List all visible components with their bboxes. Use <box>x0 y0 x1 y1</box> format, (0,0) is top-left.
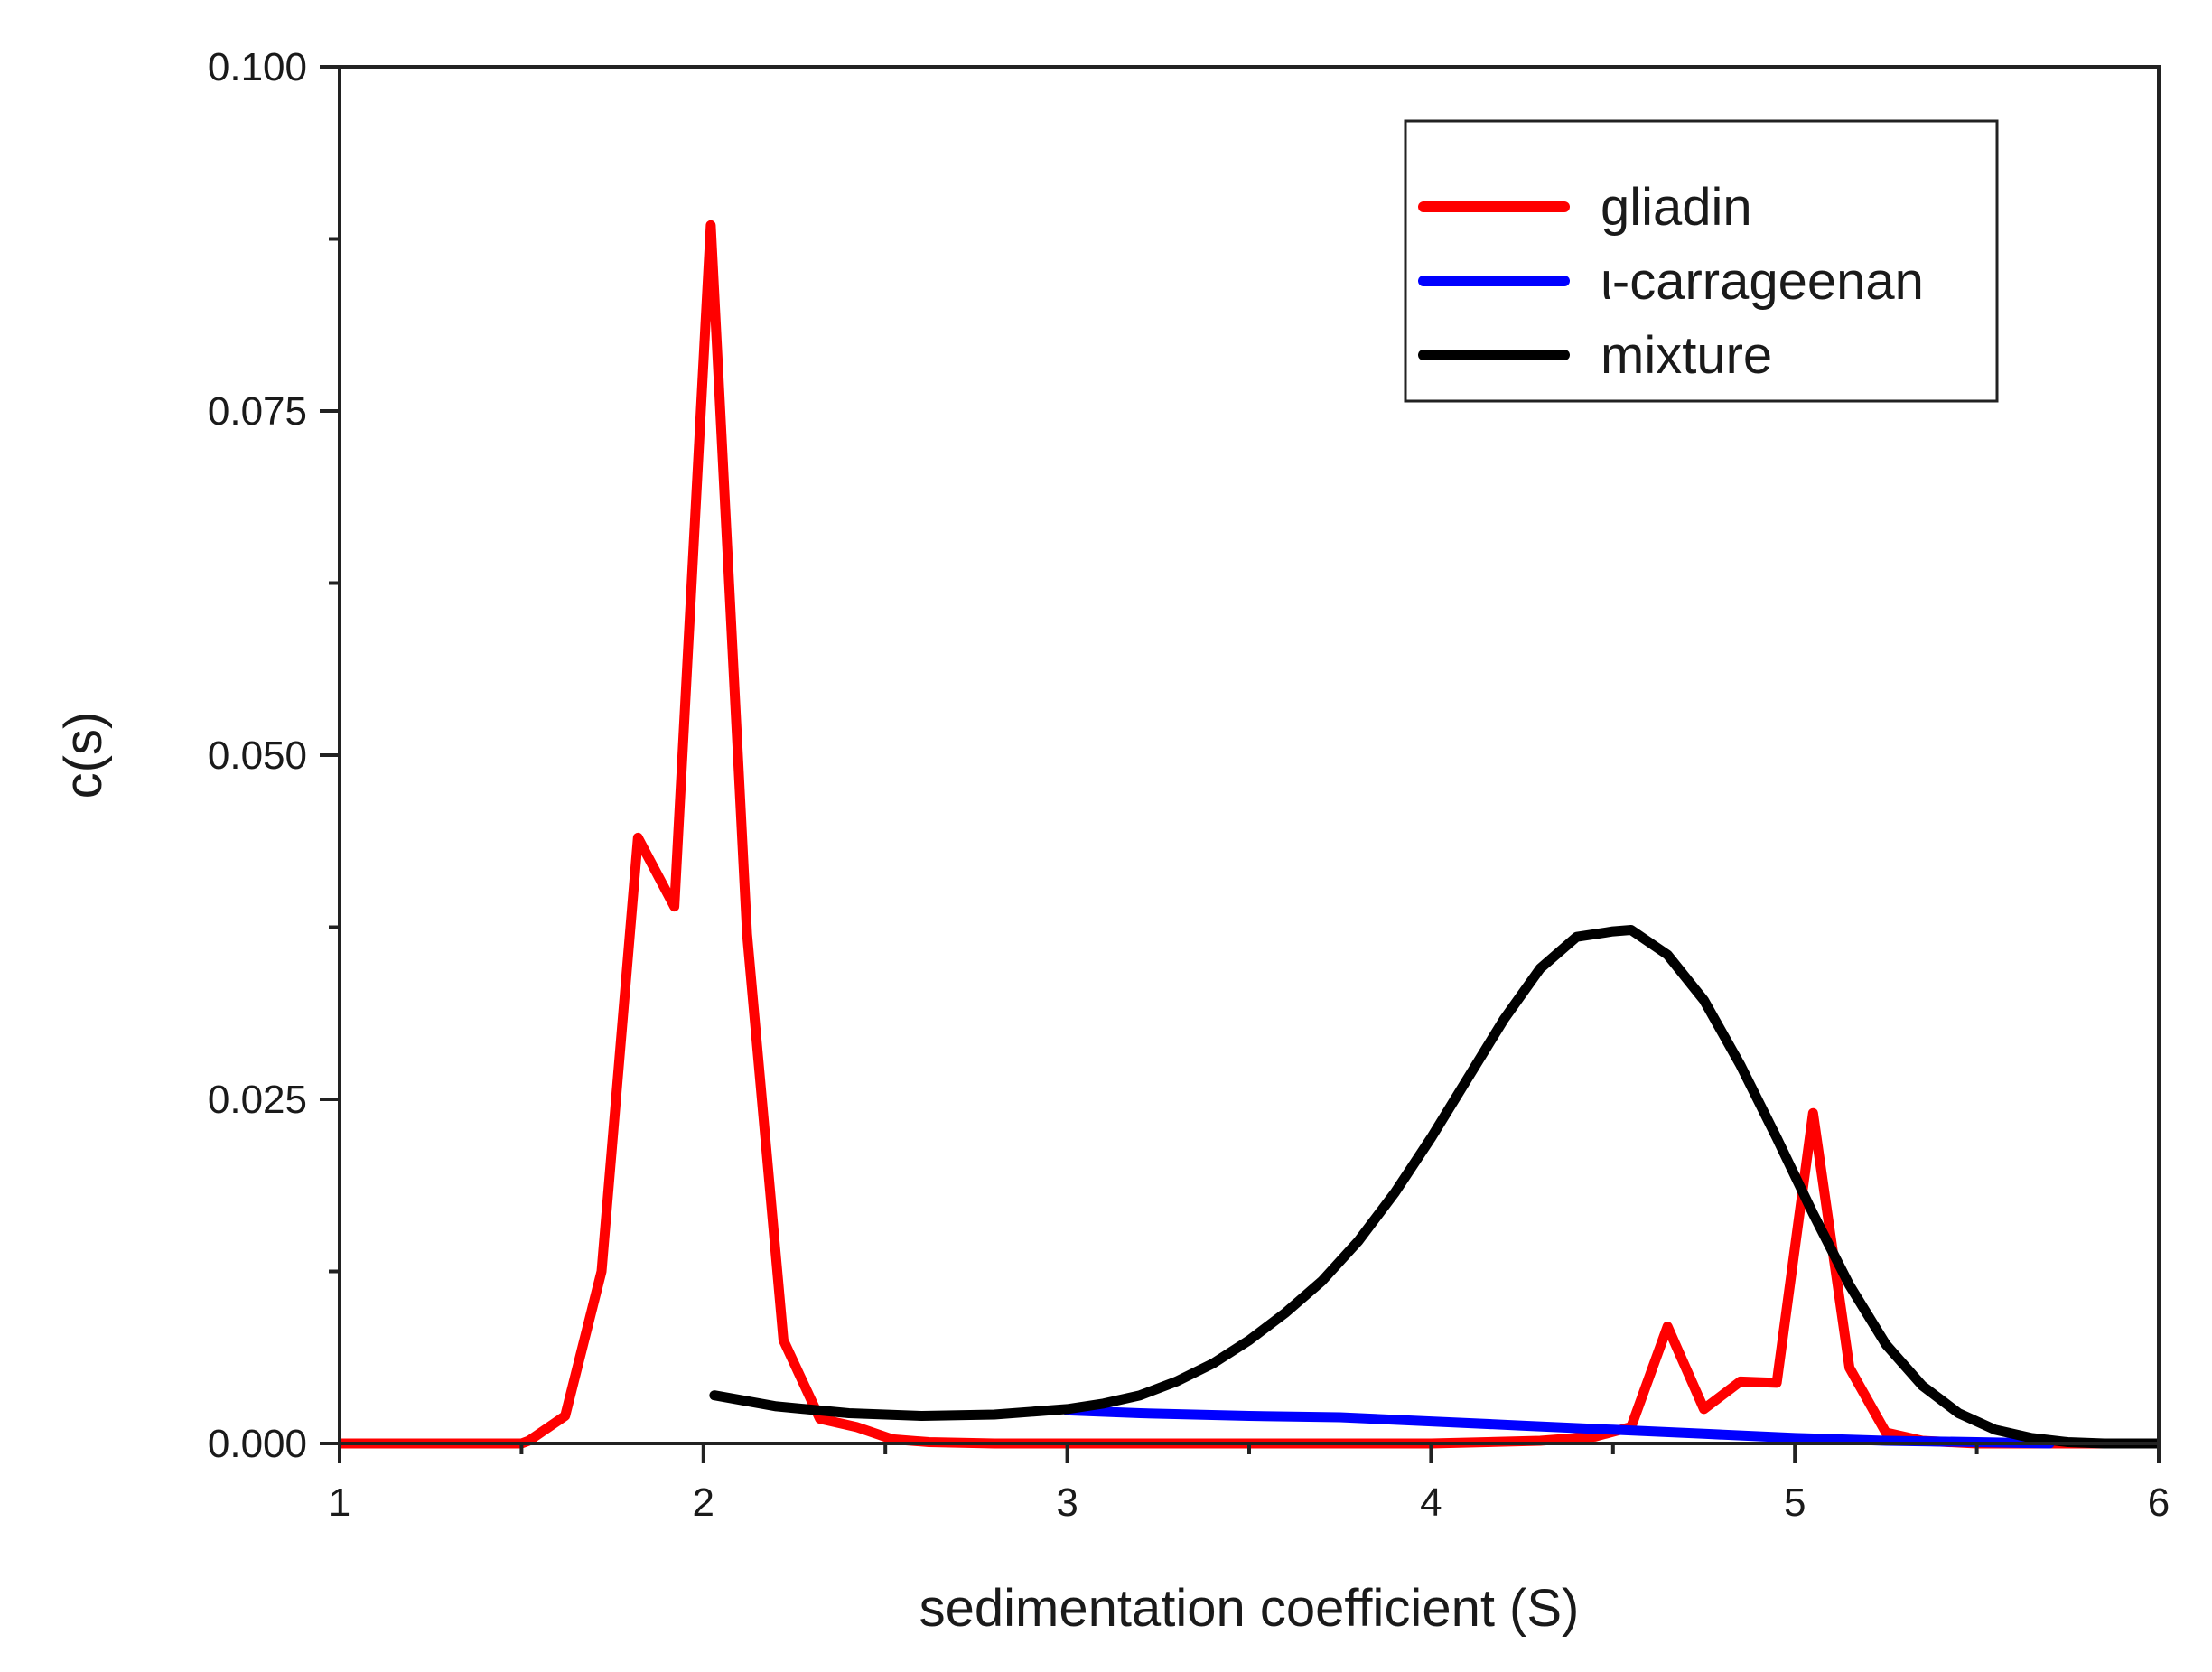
axes: 1 2 3 4 5 6 0.000 0.025 0.050 0.075 0.100 <box>208 45 2170 1525</box>
y-tick-label: 0.000 <box>208 1422 307 1466</box>
x-axis-title: sedimentation coefficient (S) <box>919 1579 1580 1638</box>
x-tick-label: 6 <box>2148 1481 2170 1525</box>
legend-label-gliadin: gliadin <box>1601 178 1752 237</box>
series-line-mixture <box>709 925 2159 1449</box>
x-tick-label: 2 <box>693 1481 714 1525</box>
y-tick-label: 0.050 <box>208 733 307 778</box>
y-tick-label: 0.025 <box>208 1078 307 1122</box>
legend: gliadin ι-carrageenan mixture <box>1404 119 1999 403</box>
x-tick-label: 3 <box>1056 1481 1078 1525</box>
plot-area <box>340 220 2159 1449</box>
y-tick-label: 0.100 <box>208 45 307 89</box>
x-tick-label: 5 <box>1784 1481 1806 1525</box>
x-tick-label: 1 <box>329 1481 350 1525</box>
series-line-carrageenan <box>1062 1405 2055 1449</box>
y-axis-title: c(s) <box>54 712 113 799</box>
x-tick-label: 4 <box>1420 1481 1442 1525</box>
series-line-gliadin <box>340 220 2159 1449</box>
y-tick-label: 0.075 <box>208 389 307 434</box>
legend-label-carrageenan: ι-carrageenan <box>1601 252 1924 311</box>
legend-label-mixture: mixture <box>1601 326 1772 385</box>
